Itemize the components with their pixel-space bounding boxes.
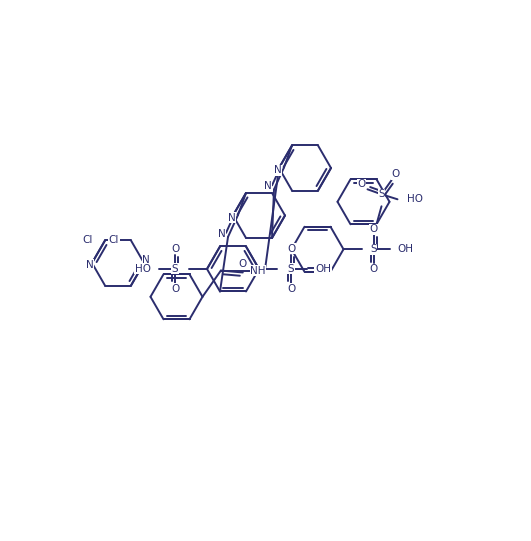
Text: NH: NH [250, 266, 266, 275]
Text: O: O [391, 169, 400, 179]
Text: O: O [287, 244, 295, 254]
Text: HO: HO [407, 194, 424, 204]
Text: N: N [264, 181, 272, 192]
Text: S: S [378, 189, 385, 199]
Text: N: N [228, 213, 236, 223]
Text: S: S [172, 264, 178, 274]
Text: O: O [370, 264, 378, 274]
Text: Cl: Cl [109, 235, 119, 246]
Text: N: N [218, 229, 226, 239]
Text: N: N [86, 260, 94, 270]
Text: OH: OH [398, 244, 414, 254]
Text: O: O [357, 179, 366, 189]
Text: O: O [171, 244, 179, 254]
Text: Cl: Cl [83, 235, 93, 246]
Text: O: O [238, 260, 247, 269]
Text: O: O [171, 284, 179, 294]
Text: N: N [274, 166, 282, 175]
Text: HO: HO [135, 264, 151, 274]
Text: N: N [142, 255, 150, 265]
Text: S: S [288, 264, 294, 274]
Text: O: O [287, 284, 295, 294]
Text: O: O [370, 225, 378, 234]
Text: S: S [370, 244, 377, 254]
Text: OH: OH [315, 264, 331, 274]
